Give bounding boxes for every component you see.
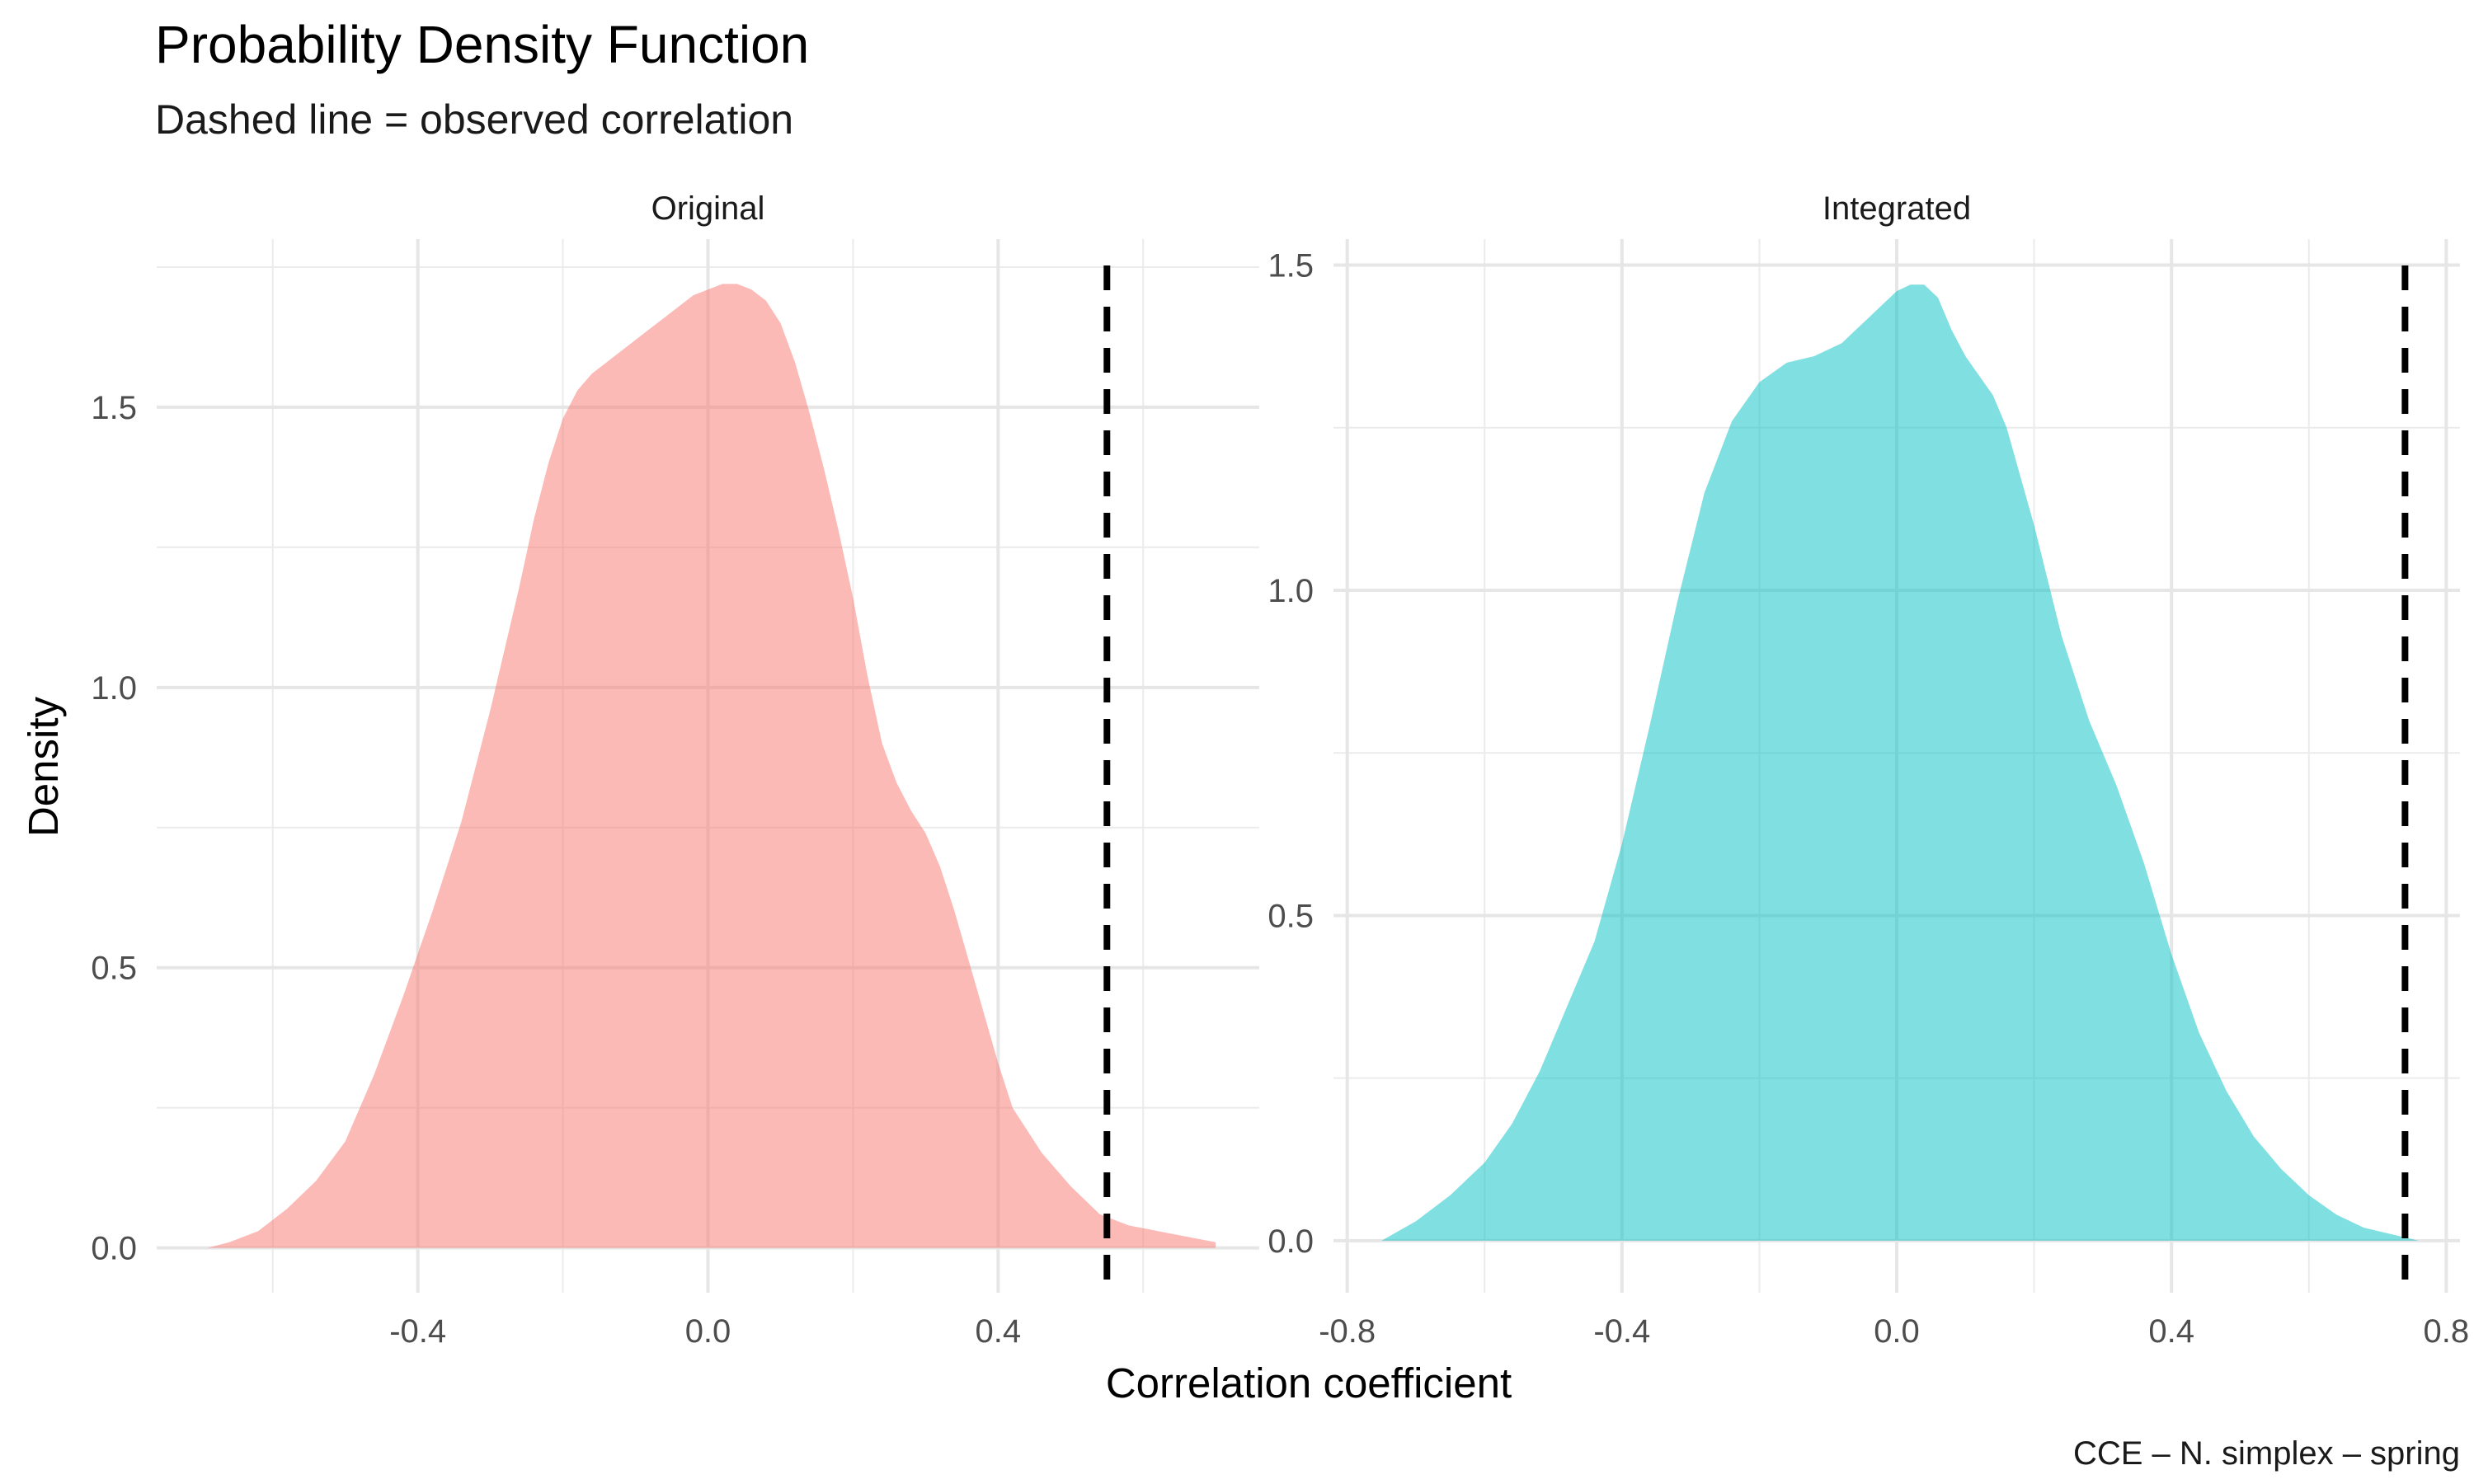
x-tick-label: -0.8	[1319, 1313, 1376, 1350]
facet-panels: Original-0.4 0.0 0.40.00.51.01.5Integrated…	[91, 190, 2469, 1350]
strip-label: Original	[651, 190, 765, 227]
density-area	[207, 284, 1216, 1248]
x-axis-title: Correlation coefficient	[1106, 1360, 1512, 1407]
y-tick-label: 0.0	[1268, 1223, 1314, 1260]
x-tick-label: 0.8	[2424, 1313, 2470, 1350]
y-axis-title: Density	[20, 696, 67, 837]
chart-caption: CCE – N. simplex – spring	[2073, 1435, 2460, 1472]
y-tick-label: 1.5	[1268, 248, 1314, 284]
y-tick-label: 0.5	[1268, 898, 1314, 934]
density-area	[1381, 284, 2433, 1241]
strip-label: Integrated	[1823, 190, 1971, 227]
y-tick-label: 0.5	[91, 951, 137, 987]
x-tick-label: 0.0	[685, 1313, 731, 1350]
y-tick-label: 1.0	[91, 670, 137, 707]
x-tick-label: 0.0	[1874, 1313, 1920, 1350]
panel-integrated: Integrated -0.8 -0.4 0.0 0.4 0.8 0.0 0.5 1.0 1.5	[1268, 190, 2469, 1350]
chart-subtitle: Dashed line = observed correlation	[155, 96, 793, 143]
x-tick-label: -0.4	[389, 1313, 446, 1350]
y-tick-label: 1.5	[91, 390, 137, 426]
chart-title: Probability Density Function	[155, 15, 809, 74]
x-tick-label: -0.4	[1593, 1313, 1650, 1350]
x-tick-label: 0.4	[976, 1313, 1022, 1350]
y-tick-label: 0.0	[91, 1231, 137, 1267]
panel-original: Original -0.4 0.0 0.4 0.0 0.5 1.0 1.5	[91, 190, 1259, 1350]
y-tick-label: 1.0	[1268, 573, 1314, 609]
x-tick-label: 0.4	[2148, 1313, 2194, 1350]
